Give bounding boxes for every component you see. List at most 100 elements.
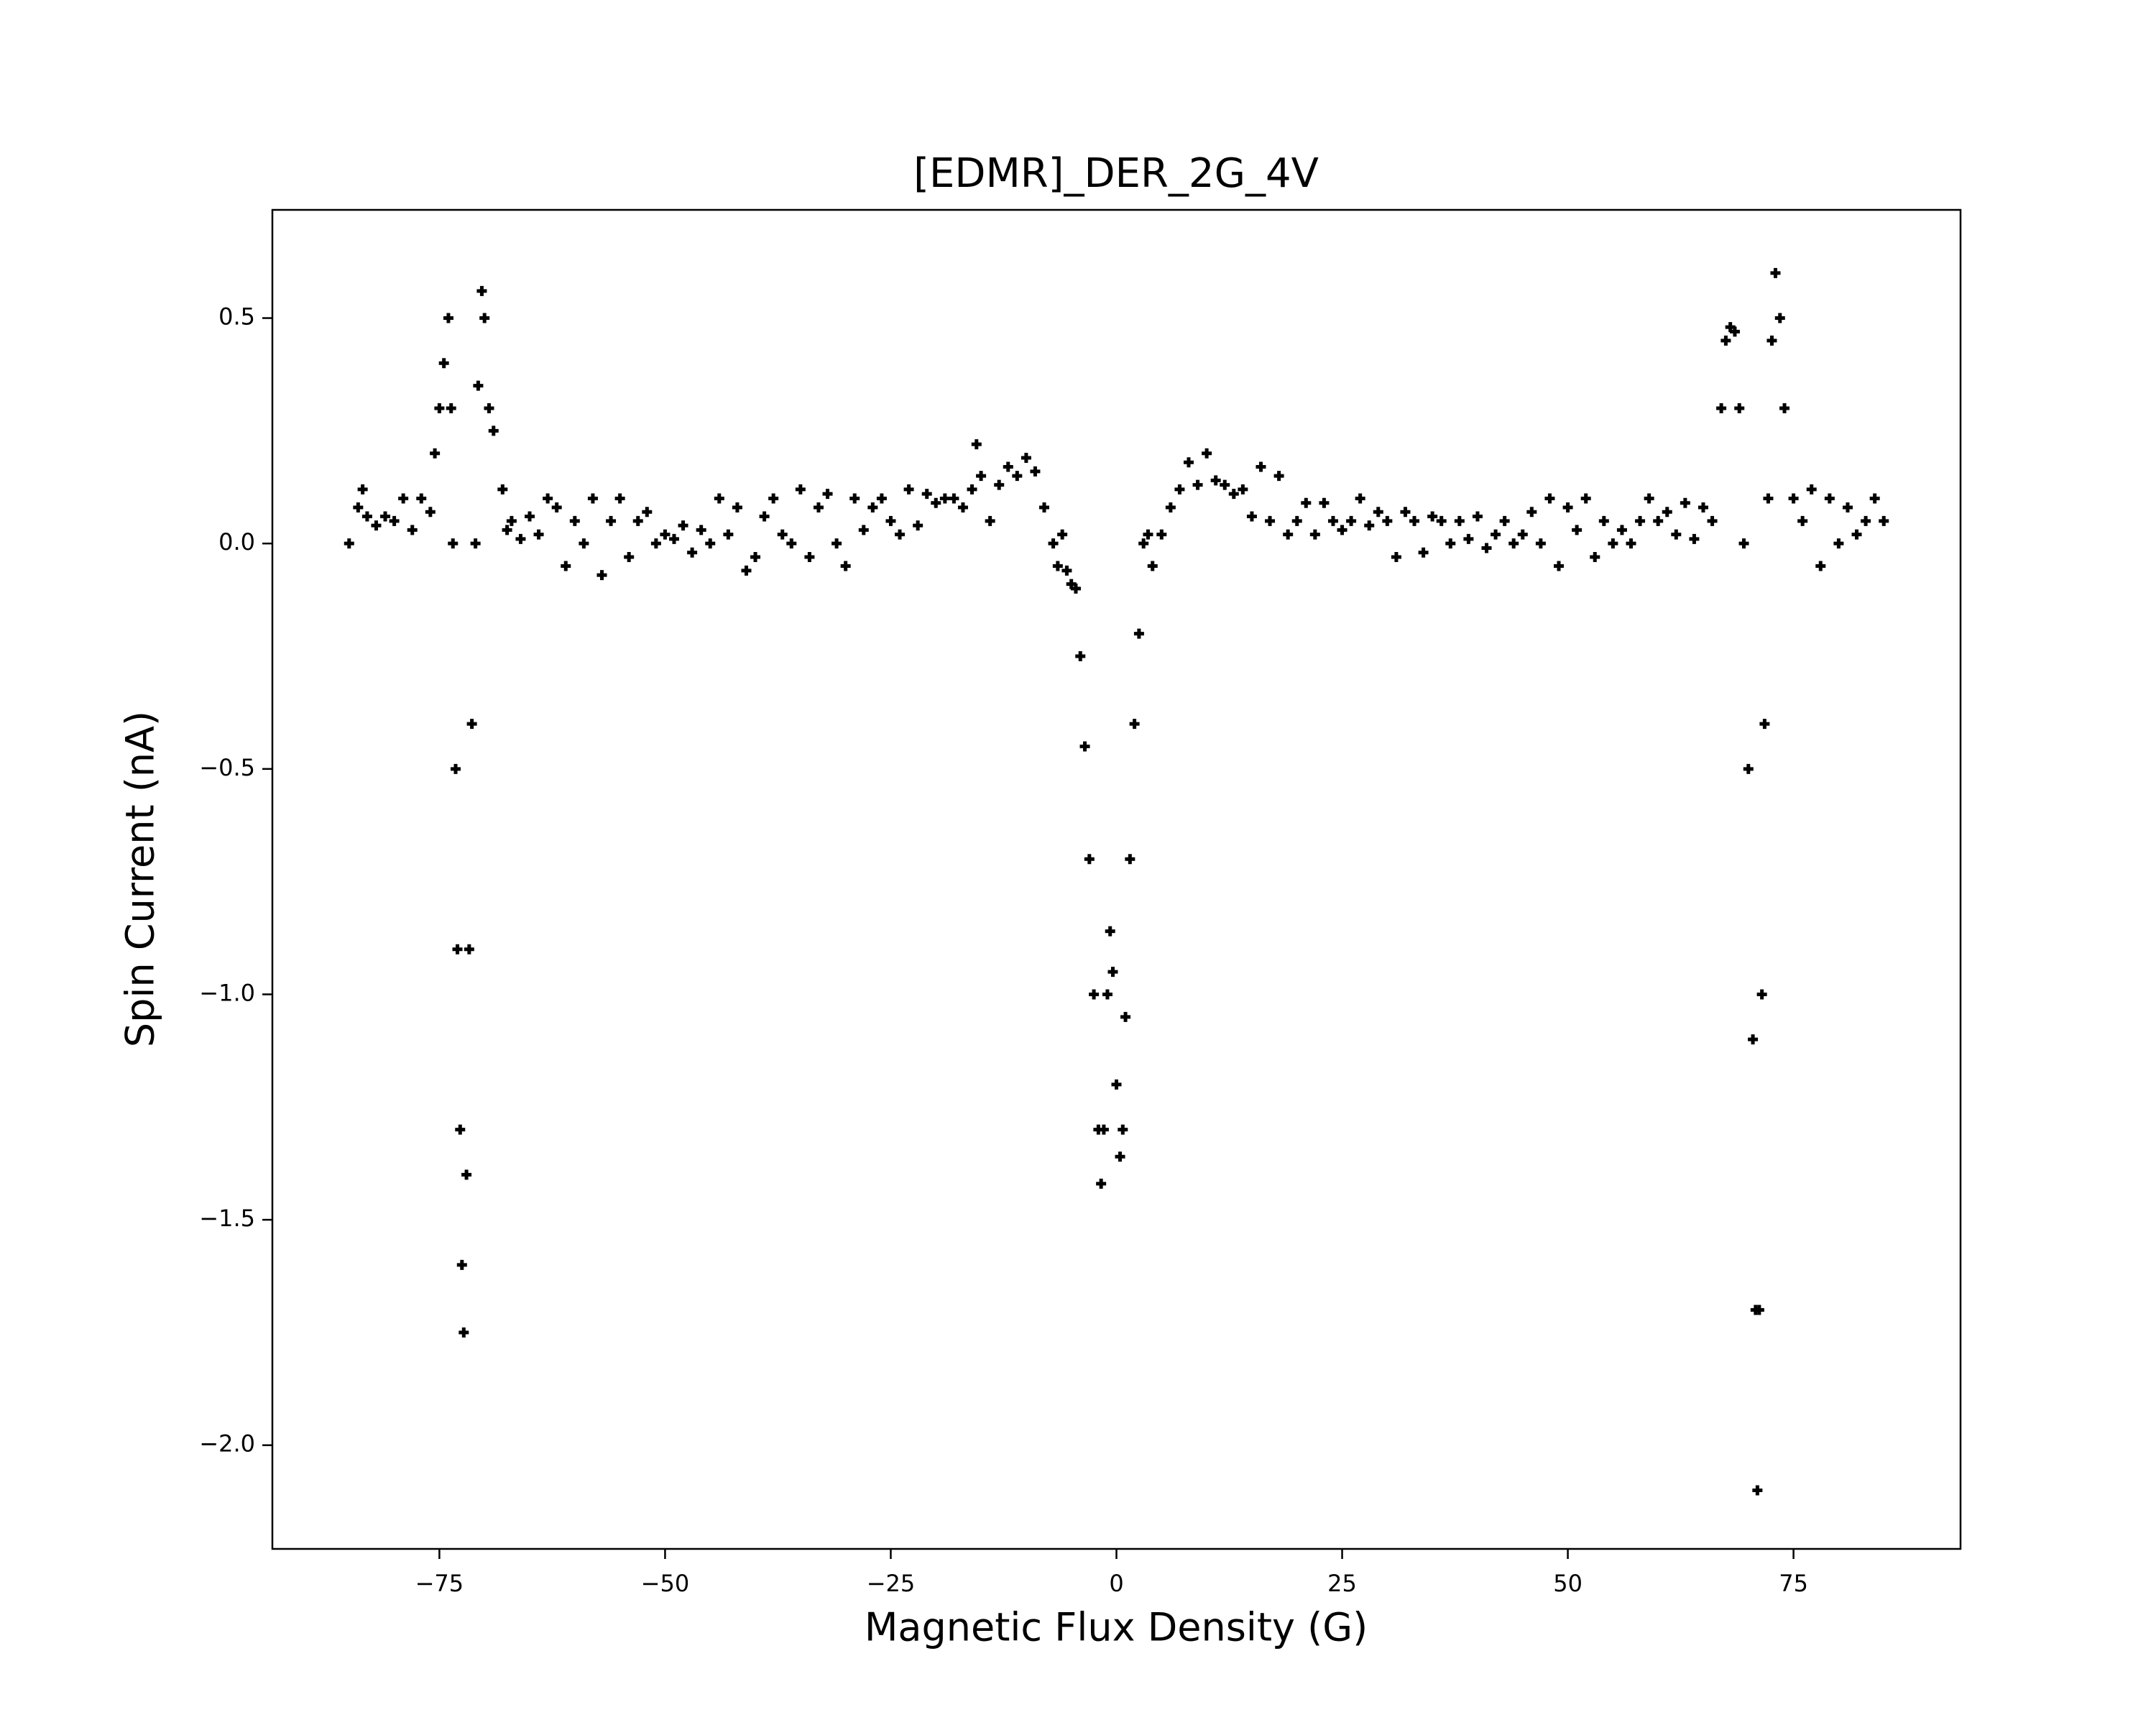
data-point (957, 502, 968, 512)
y-tick-label: −1.5 (199, 1205, 255, 1232)
data-point (1806, 484, 1817, 494)
data-point (1508, 538, 1519, 549)
data-point (430, 448, 441, 459)
data-point (768, 493, 779, 504)
data-point (1057, 529, 1068, 540)
data-point (1481, 543, 1492, 553)
data-point (949, 493, 959, 504)
y-axis-label: Spin Current (nA) (118, 711, 163, 1047)
data-point (1766, 335, 1777, 346)
data-point (1107, 967, 1118, 978)
y-tick-label: −0.5 (199, 754, 255, 781)
data-point (569, 515, 580, 526)
data-point (1143, 529, 1153, 540)
data-point (1797, 515, 1808, 526)
x-tick-label: 75 (1779, 1570, 1808, 1597)
data-point (786, 538, 797, 549)
data-point (967, 484, 977, 494)
data-point (1635, 515, 1646, 526)
data-point (1265, 515, 1276, 526)
data-point (446, 403, 456, 413)
data-point (1364, 520, 1375, 531)
data-point (813, 502, 824, 512)
data-point (1291, 515, 1302, 526)
data-point (1752, 1485, 1763, 1496)
chart-title: [EDMR]_DER_2G_4V (913, 150, 1319, 197)
x-tick-label: 25 (1327, 1570, 1357, 1597)
data-point (1133, 628, 1144, 639)
data-point (357, 484, 368, 494)
data-point (1138, 538, 1149, 549)
data-point (624, 552, 635, 562)
data-point (1084, 854, 1095, 865)
data-point (434, 403, 445, 413)
data-point (1598, 515, 1609, 526)
data-point (1544, 493, 1555, 504)
data-point (1716, 403, 1727, 413)
data-point (994, 479, 1005, 490)
data-point (1319, 497, 1330, 508)
data-point (1729, 326, 1740, 337)
data-point (1327, 515, 1338, 526)
data-point (1301, 497, 1312, 508)
data-point (1111, 1079, 1122, 1090)
data-point (1021, 453, 1031, 463)
data-point (1391, 552, 1401, 562)
data-point (804, 552, 815, 562)
data-point (858, 525, 869, 535)
data-point (1174, 484, 1185, 494)
data-point (1003, 461, 1013, 472)
data-point (450, 763, 461, 774)
data-point (1096, 1178, 1107, 1189)
data-point (371, 520, 382, 531)
data-point (452, 944, 463, 954)
data-point (1427, 511, 1438, 522)
data-point (1246, 511, 1257, 522)
data-point (1738, 538, 1749, 549)
data-point (1879, 515, 1889, 526)
y-tick-label: −2.0 (199, 1430, 255, 1458)
data-point (921, 489, 932, 500)
data-point (885, 515, 896, 526)
data-point (822, 489, 833, 500)
data-point (913, 520, 923, 531)
data-point (353, 502, 364, 512)
data-point (380, 511, 391, 522)
data-point (931, 497, 941, 508)
data-point (488, 426, 499, 436)
data-point (1400, 507, 1411, 518)
data-point (443, 313, 453, 323)
data-point (1061, 565, 1072, 576)
data-point (795, 484, 806, 494)
data-point (614, 493, 625, 504)
data-point (1309, 529, 1320, 540)
data-point (895, 529, 906, 540)
data-point (1671, 529, 1682, 540)
data-point (502, 525, 512, 535)
data-point (876, 493, 887, 504)
data-point (459, 1327, 469, 1338)
data-point (1089, 989, 1100, 1000)
data-point (1869, 493, 1880, 504)
data-point (1120, 1011, 1131, 1022)
data-point (939, 493, 950, 504)
data-point (1774, 313, 1785, 323)
y-tick-label: −1.0 (199, 979, 255, 1006)
data-point (1653, 515, 1664, 526)
data-point (678, 520, 688, 531)
data-point (1499, 515, 1510, 526)
data-point (416, 493, 427, 504)
data-point (777, 529, 788, 540)
data-point (1283, 529, 1294, 540)
data-point (976, 471, 987, 482)
data-point (1075, 651, 1086, 661)
data-point (1409, 515, 1420, 526)
data-point (1118, 1124, 1128, 1135)
data-point (1707, 515, 1718, 526)
data-point (473, 380, 484, 391)
data-point (1815, 561, 1826, 571)
data-point (1861, 515, 1871, 526)
data-point (497, 484, 508, 494)
data-point (1079, 741, 1090, 752)
